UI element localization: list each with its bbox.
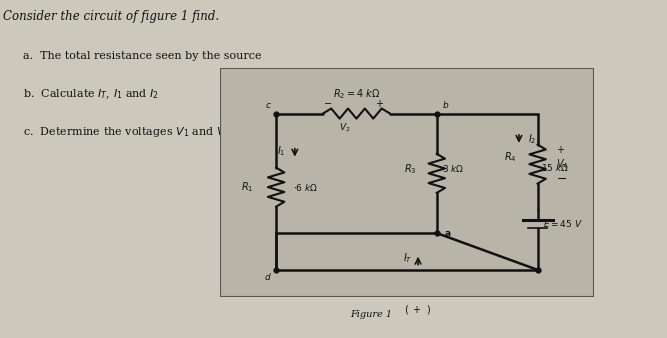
Text: $15\ k\Omega$: $15\ k\Omega$	[542, 162, 570, 173]
Text: $V_4$: $V_4$	[556, 157, 569, 171]
Text: +: +	[556, 145, 564, 155]
Text: b.  Calculate $I_T$, $I_1$ and $I_2$: b. Calculate $I_T$, $I_1$ and $I_2$	[23, 88, 159, 101]
Text: $I_T$: $I_T$	[403, 251, 412, 265]
Text: b: b	[442, 101, 448, 110]
Text: a: a	[444, 228, 450, 238]
Text: c.  Determine the voltages $V_1$ and $V_2$: c. Determine the voltages $V_1$ and $V_2…	[23, 125, 230, 139]
Text: Figure 1: Figure 1	[350, 310, 392, 319]
Text: $\mathit{(\ +\ )}$: $\mathit{(\ +\ )}$	[404, 303, 431, 316]
Text: $R_4$: $R_4$	[504, 150, 517, 164]
Text: Consider the circuit of figure 1 find.: Consider the circuit of figure 1 find.	[3, 10, 219, 23]
Text: $I_1$: $I_1$	[277, 145, 285, 159]
Text: $R_2 = 4\ k\Omega$: $R_2 = 4\ k\Omega$	[333, 87, 380, 101]
Text: $I_2$: $I_2$	[528, 132, 537, 146]
Text: $3\ k\Omega$: $3\ k\Omega$	[442, 163, 465, 174]
Text: a.  The total resistance seen by the source: a. The total resistance seen by the sour…	[23, 51, 262, 61]
Text: $\cdot 6\ k\Omega$: $\cdot 6\ k\Omega$	[293, 182, 318, 193]
Text: −: −	[324, 99, 332, 109]
Text: $E = 45\ V$: $E = 45\ V$	[543, 218, 583, 230]
Text: −: −	[556, 173, 567, 186]
Text: c: c	[265, 101, 271, 110]
Text: $R_1$: $R_1$	[241, 180, 253, 194]
Text: d: d	[265, 273, 271, 282]
Text: $R_3$: $R_3$	[404, 162, 416, 176]
Text: +: +	[375, 99, 383, 109]
Text: $V_2$: $V_2$	[340, 122, 351, 134]
